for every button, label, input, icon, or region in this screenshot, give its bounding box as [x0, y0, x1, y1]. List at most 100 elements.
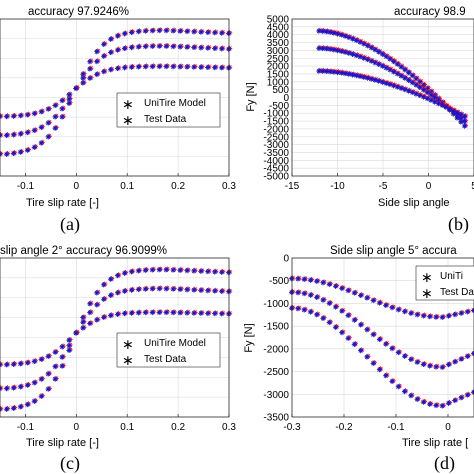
panel-c-test-point — [24, 360, 30, 366]
panel-c-test-point — [38, 356, 44, 363]
panel-b-test-point — [461, 123, 468, 129]
panel-a-test-point — [10, 150, 17, 157]
panel-b-test-point — [432, 99, 438, 105]
panel-d-test-point — [370, 297, 376, 304]
panel-a-test-point — [80, 80, 86, 86]
panel-c-test-point — [10, 385, 17, 391]
panel-d-test-point — [314, 278, 320, 284]
panel-b-test-point — [323, 46, 329, 52]
panel-c-test-point — [0, 362, 3, 368]
panel-b-test-point — [458, 112, 464, 118]
panel-b-ytick-label: -2000 — [263, 124, 289, 135]
panel-b-xlabel: Side slip angle — [378, 197, 450, 209]
panel-d-ytick-label: -2000 — [263, 344, 289, 355]
panel-b-test-point — [390, 83, 397, 89]
panel-b-test-point — [454, 110, 460, 116]
panel-c-test-point — [52, 376, 58, 382]
panel-c-test-point — [219, 311, 225, 317]
panel-b-ytick-label: 2500 — [267, 54, 290, 65]
panel-b-test-point — [361, 55, 367, 61]
panel-d-test-point — [351, 341, 357, 347]
panel-d-legend-entry-model: UniTi — [440, 271, 463, 282]
panel-b-test-point — [342, 70, 348, 77]
panel-d-test-point — [458, 310, 464, 316]
panel-c-test-point — [121, 288, 128, 294]
panel-a-test-point — [45, 120, 51, 126]
panel-a-test-point — [73, 85, 79, 91]
panel-c-series — [0, 266, 233, 412]
panel-d-test-point — [326, 300, 332, 306]
panel-c-test-point — [31, 358, 37, 365]
panel-d-xticks: -0.3 -0.2 -0.1 0 — [283, 414, 451, 433]
panel-b-test-point — [398, 64, 404, 70]
panel-c-test-point — [142, 310, 148, 316]
panel-b-ytick-label: 4000 — [267, 30, 290, 41]
panel-d-test-point — [445, 400, 452, 406]
panel-c-xtick-label: -0.1 — [17, 422, 35, 433]
panel-b-test-point — [320, 68, 326, 74]
panel-d-ytick-label: -2500 — [263, 367, 289, 378]
panel-a-test-point — [94, 59, 100, 65]
panel-c-test-point — [135, 310, 141, 316]
panel-d-test-point — [395, 349, 401, 356]
panel-a-test-point — [94, 71, 100, 78]
panel-d-test-point — [420, 399, 426, 405]
panel-c-test-point — [184, 268, 190, 274]
panel-b-test-point — [364, 75, 371, 81]
panel-a-test-point — [170, 43, 176, 50]
panel-d-test-point — [383, 302, 389, 308]
panel-a-test-point — [45, 134, 51, 140]
panel-a-legend-entry-test: Test Data — [144, 114, 187, 125]
panel-c-test-point — [121, 311, 128, 317]
panel-c-test-point — [17, 404, 24, 410]
panel-a-legend: ∗ UniTire Model ∗ Test Data — [116, 92, 221, 128]
panel-a-test-point — [24, 147, 30, 153]
panel-a-test-point — [108, 67, 114, 73]
panel-a-test-point — [59, 106, 65, 112]
panel-d-test-point — [439, 403, 445, 409]
panel-c-test-point — [128, 269, 135, 275]
panel-d-test-point — [326, 281, 332, 287]
panel-c-legend-box — [116, 332, 221, 368]
panel-d-ytick-label: -500 — [269, 276, 289, 287]
panel-b: -15-10-505 -5000-4500-4000-3500-3000-250… — [245, 6, 474, 235]
panel-c-test-point — [94, 317, 100, 323]
panel-d-test-point — [301, 276, 307, 282]
panel-d-test-point — [320, 280, 326, 286]
panel-d-test-point — [358, 292, 364, 299]
panel-b-test-point — [331, 30, 337, 36]
panel-a-test-point — [177, 64, 183, 70]
panel-a-test-point — [66, 92, 72, 98]
panel-b-ylabel: Fy [N] — [245, 82, 257, 111]
panel-c-test-point — [66, 337, 72, 343]
panel-b-ytick-label: 5000 — [267, 15, 290, 26]
panel-a-test-point — [52, 125, 58, 131]
panel-a-test-point — [114, 47, 121, 53]
panel-b-xtick-label: 5 — [471, 181, 474, 192]
panel-d-test-point — [358, 322, 364, 328]
panel-a-legend-box — [116, 92, 221, 128]
panel-b-test-point — [394, 61, 400, 67]
panel-d-test-point — [401, 309, 408, 315]
panel-d-series — [289, 275, 474, 409]
panel-d-test-point — [452, 312, 458, 318]
panel-c-test-point — [184, 310, 190, 316]
panel-a-test-point — [114, 65, 121, 72]
panel-c-test-point — [17, 361, 24, 367]
panel-d-test-point — [408, 393, 414, 399]
panel-c-test-point — [177, 310, 183, 316]
panel-d-test-point — [314, 312, 320, 318]
panel-a-test-point — [38, 124, 44, 131]
panel-c-test-point — [24, 382, 30, 388]
panel-a-test-point — [170, 64, 176, 70]
panel-c-test-point — [149, 286, 155, 292]
panel-d-test-point — [464, 392, 470, 398]
panel-d-test-point — [307, 309, 314, 315]
panel-b-test-point — [394, 71, 400, 77]
panel-d-test-point — [439, 364, 445, 370]
panel-c-axes-box — [0, 257, 230, 418]
panel-b-ytick-label: -1500 — [263, 117, 289, 128]
panel-a-test-point — [45, 106, 51, 112]
panel-d-test-point — [420, 361, 426, 368]
panel-d-test-point — [389, 378, 395, 385]
